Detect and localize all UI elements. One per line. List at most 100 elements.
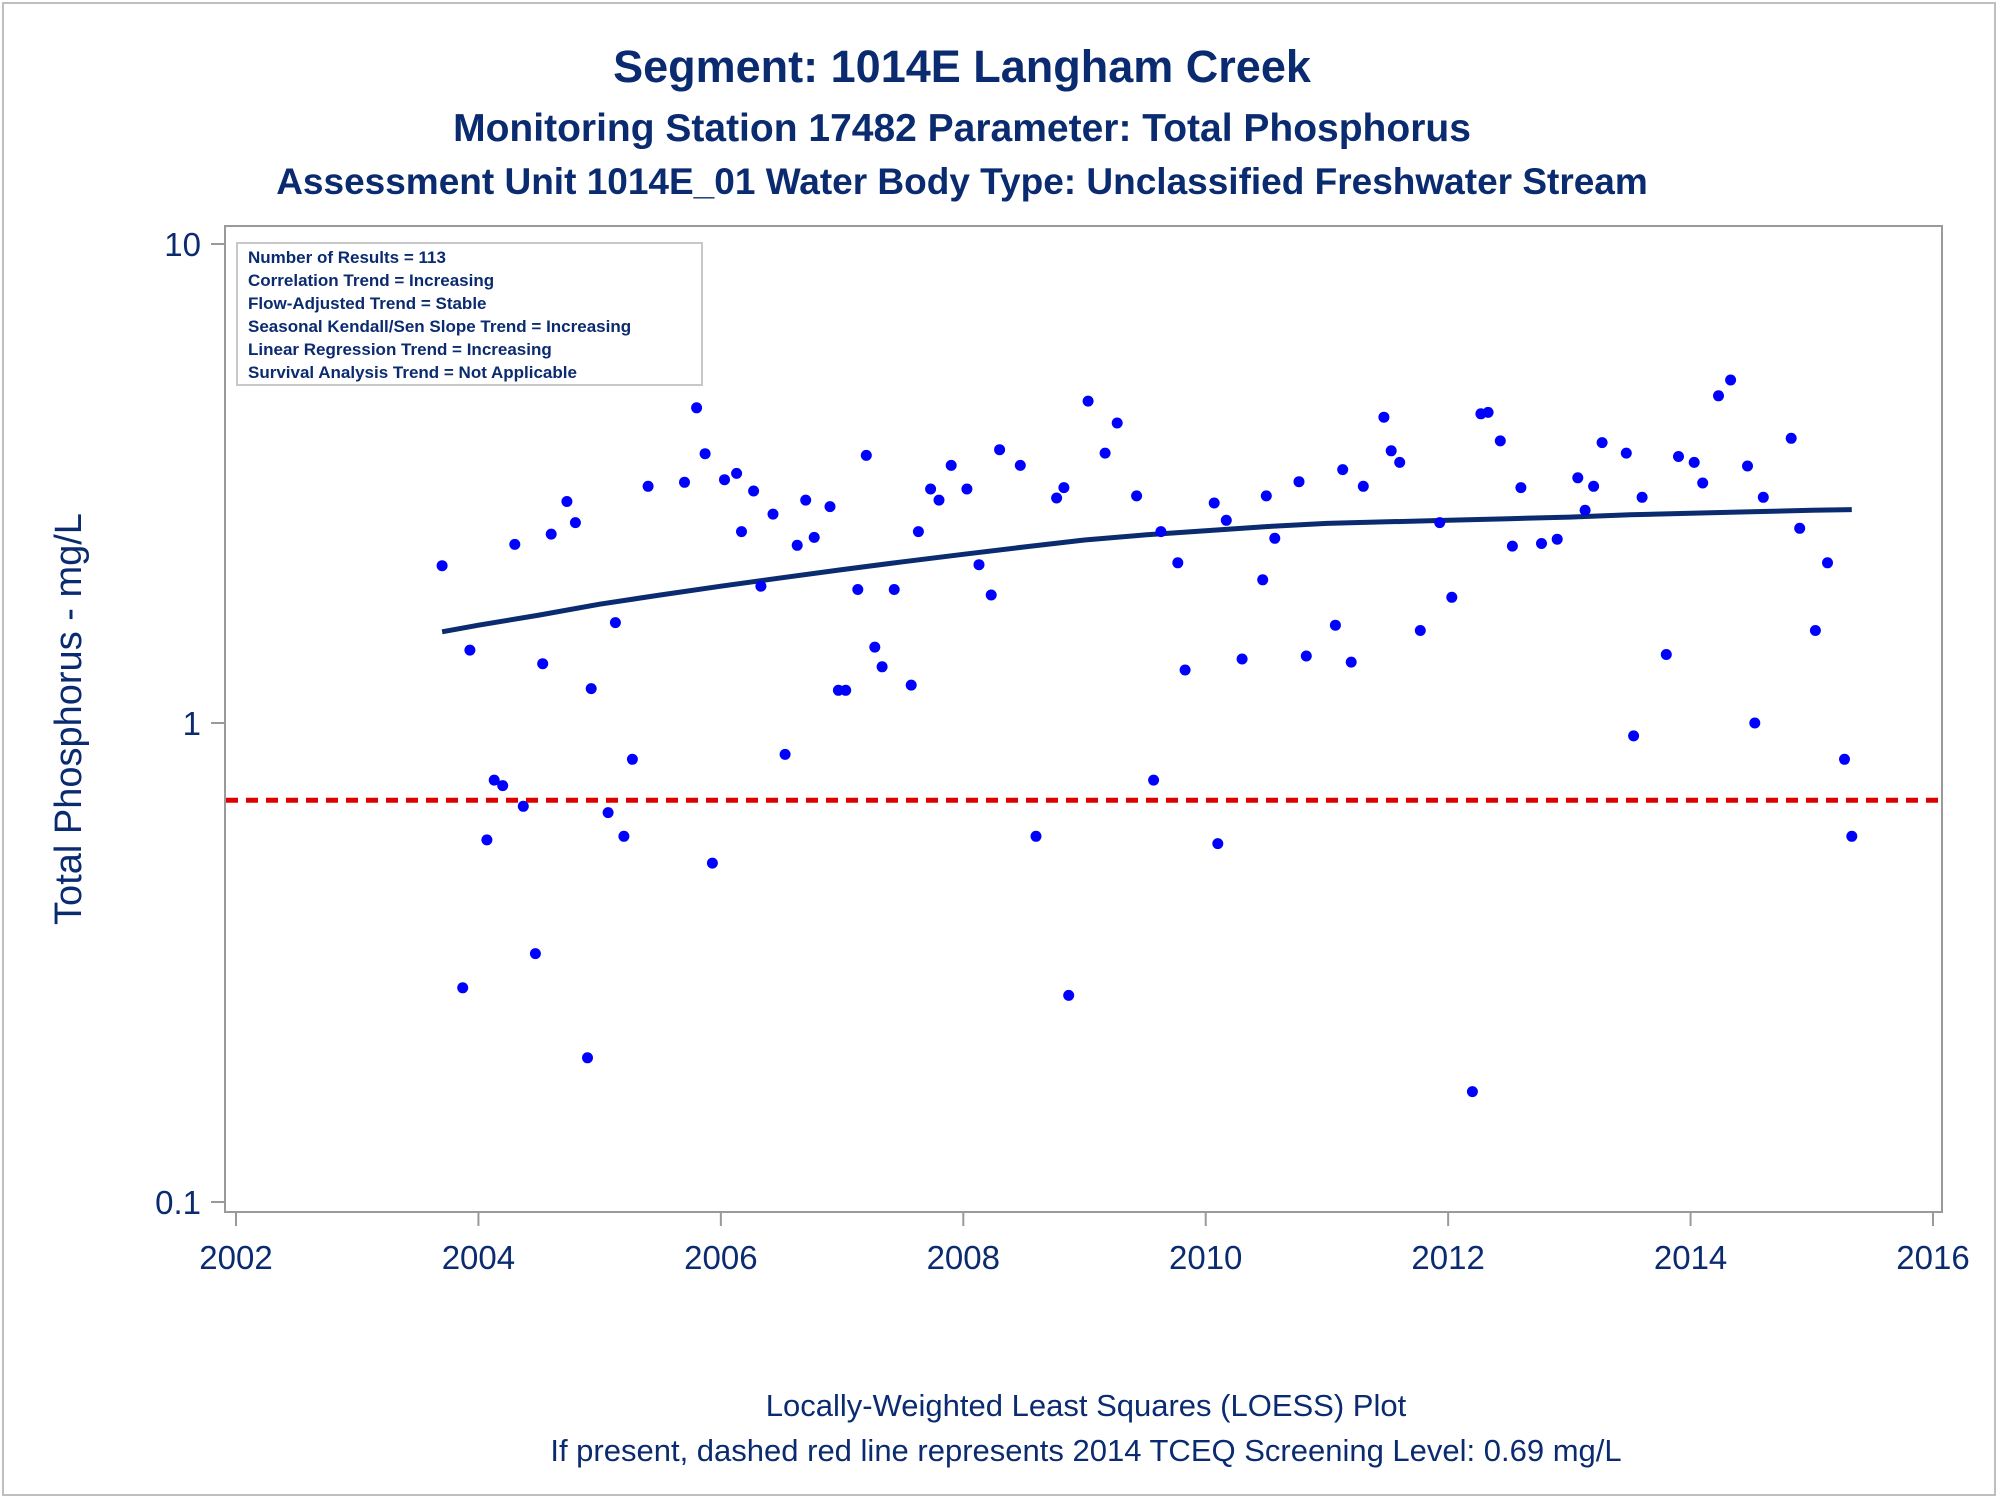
data-point bbox=[1082, 395, 1094, 407]
data-point bbox=[436, 560, 448, 572]
data-point bbox=[1179, 664, 1191, 676]
data-point bbox=[905, 679, 917, 691]
stats-line: Number of Results = 113 bbox=[248, 248, 446, 267]
data-point bbox=[1099, 447, 1111, 459]
data-point bbox=[1628, 730, 1640, 742]
data-point bbox=[1572, 472, 1584, 484]
data-point bbox=[1757, 491, 1769, 503]
data-point bbox=[1515, 482, 1527, 494]
data-point bbox=[706, 857, 718, 869]
data-point bbox=[517, 800, 529, 812]
data-point bbox=[509, 538, 521, 550]
data-point bbox=[945, 459, 957, 471]
data-point bbox=[1345, 656, 1357, 668]
data-point bbox=[840, 684, 852, 696]
data-point bbox=[985, 589, 997, 601]
data-point bbox=[888, 584, 900, 595]
data-point bbox=[1466, 1086, 1478, 1098]
data-point bbox=[808, 531, 820, 543]
data-point bbox=[1596, 437, 1608, 449]
data-point bbox=[1269, 532, 1281, 544]
data-point bbox=[569, 517, 581, 529]
data-point bbox=[529, 948, 541, 960]
data-point bbox=[1337, 464, 1349, 476]
chart-subtitle: Monitoring Station 17482 Parameter: Tota… bbox=[453, 107, 1471, 150]
data-point bbox=[1260, 490, 1272, 502]
data-point bbox=[609, 617, 621, 629]
x-tick-label: 2002 bbox=[199, 1239, 272, 1276]
data-point bbox=[1660, 649, 1672, 660]
data-point bbox=[1742, 460, 1753, 472]
chart-subtitle-2: Assessment Unit 1014E_01 Water Body Type… bbox=[276, 161, 1648, 202]
data-point bbox=[1257, 574, 1269, 586]
data-point bbox=[869, 641, 881, 653]
stats-line: Flow-Adjusted Trend = Stable bbox=[248, 294, 487, 313]
data-point bbox=[1063, 989, 1075, 1001]
data-point bbox=[1172, 557, 1184, 569]
plot-area bbox=[224, 225, 1943, 1213]
data-point bbox=[1809, 625, 1821, 636]
data-point bbox=[1785, 432, 1797, 444]
data-point bbox=[852, 584, 864, 595]
data-point bbox=[1357, 480, 1369, 492]
data-point bbox=[1030, 830, 1042, 842]
data-point bbox=[1749, 717, 1761, 729]
data-point bbox=[1846, 830, 1858, 842]
data-point bbox=[779, 748, 791, 760]
data-point bbox=[1822, 557, 1833, 569]
data-point bbox=[933, 494, 945, 506]
data-point bbox=[1220, 514, 1232, 526]
data-point bbox=[1794, 522, 1806, 534]
stats-line: Seasonal Kendall/Sen Slope Trend = Incre… bbox=[248, 317, 631, 336]
x-tick-label: 2014 bbox=[1654, 1239, 1727, 1276]
x-tick-label: 2012 bbox=[1411, 1239, 1484, 1276]
data-point bbox=[800, 494, 812, 506]
data-point bbox=[481, 834, 493, 846]
data-point bbox=[1551, 533, 1563, 545]
data-point bbox=[679, 476, 690, 488]
data-point bbox=[1155, 526, 1167, 538]
data-point bbox=[1579, 504, 1591, 516]
data-point bbox=[1494, 435, 1506, 447]
data-point bbox=[1839, 753, 1850, 765]
data-point bbox=[824, 501, 836, 513]
data-point bbox=[1329, 619, 1341, 631]
data-point bbox=[642, 480, 654, 492]
axis-ticks: 2002 2004 2006 2008 2010 2012 2014 2016 0.1 1 10 bbox=[155, 226, 1970, 1276]
stats-box-border bbox=[236, 242, 703, 386]
data-point bbox=[1293, 476, 1305, 488]
data-point bbox=[1446, 591, 1458, 603]
data-point bbox=[545, 528, 557, 540]
y-tick-label: 1 bbox=[183, 705, 201, 742]
data-point bbox=[1236, 653, 1248, 665]
data-point bbox=[755, 580, 767, 592]
data-point bbox=[961, 483, 973, 495]
data-point bbox=[912, 526, 924, 538]
data-point bbox=[1378, 411, 1390, 423]
data-point bbox=[1058, 482, 1070, 494]
data-point bbox=[585, 683, 597, 695]
data-point bbox=[767, 508, 779, 520]
data-point bbox=[1434, 517, 1446, 529]
data-point bbox=[719, 474, 730, 486]
data-point bbox=[537, 658, 549, 670]
data-point bbox=[1148, 774, 1160, 786]
data-point bbox=[699, 448, 711, 460]
chart-svg: Segment: 1014E Langham Creek Monitoring … bbox=[48, 41, 1970, 1468]
data-point bbox=[1536, 538, 1547, 549]
data-point bbox=[464, 644, 476, 656]
data-marks bbox=[226, 374, 1941, 1098]
y-tick-label: 0.1 bbox=[155, 1184, 201, 1221]
data-point bbox=[736, 526, 747, 538]
data-point bbox=[1111, 417, 1123, 429]
x-tick-label: 2006 bbox=[684, 1239, 757, 1276]
data-point bbox=[1414, 625, 1426, 636]
data-point bbox=[582, 1052, 593, 1064]
x-tick-label: 2004 bbox=[442, 1239, 515, 1276]
data-point bbox=[876, 661, 888, 673]
data-point bbox=[488, 774, 500, 786]
data-point bbox=[1673, 451, 1684, 462]
data-point bbox=[626, 753, 638, 765]
data-point bbox=[1394, 456, 1406, 468]
data-point bbox=[860, 449, 872, 461]
